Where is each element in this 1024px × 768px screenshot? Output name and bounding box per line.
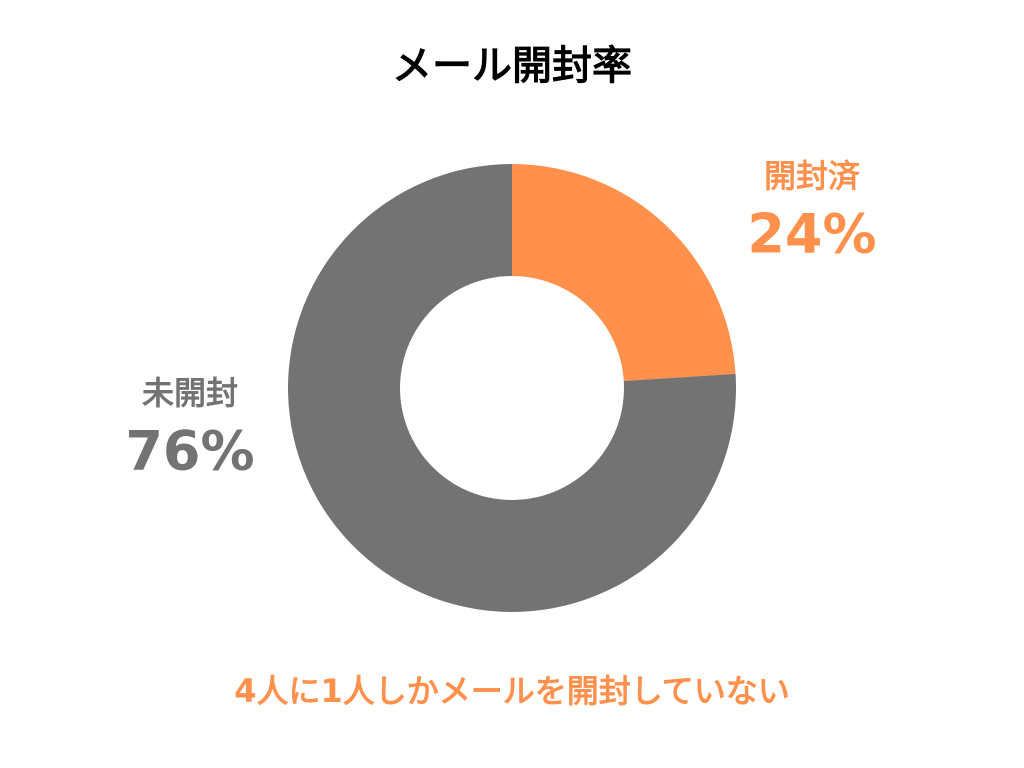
value-label: 24% (747, 203, 876, 266)
slice-label: 開封済 (764, 157, 861, 195)
annotation: 4人に1人しかメールを開封していない (234, 672, 790, 710)
slice-label: 未開封 (142, 374, 238, 412)
slice (512, 164, 736, 381)
value-label: 76% (125, 420, 254, 483)
slice (288, 164, 736, 612)
chart-title: メール開封率 (392, 43, 632, 89)
